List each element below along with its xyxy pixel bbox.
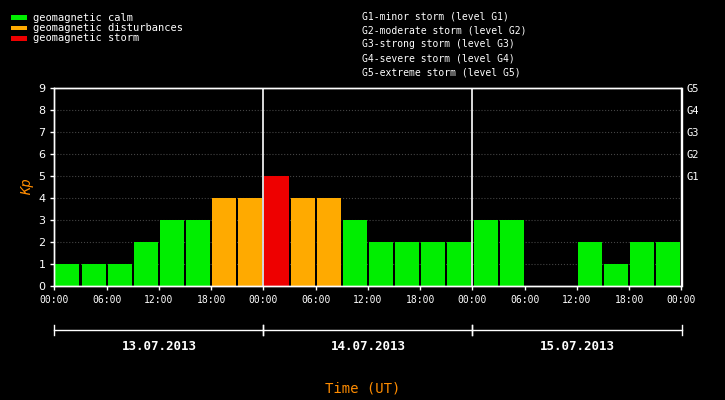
Text: G4-severe storm (level G4): G4-severe storm (level G4) bbox=[362, 53, 515, 63]
Bar bbox=[186, 220, 210, 286]
Bar bbox=[473, 220, 497, 286]
Bar bbox=[11, 26, 27, 30]
Text: G2-moderate storm (level G2): G2-moderate storm (level G2) bbox=[362, 25, 527, 35]
Bar bbox=[343, 220, 367, 286]
Bar bbox=[604, 264, 628, 286]
Text: geomagnetic calm: geomagnetic calm bbox=[33, 13, 133, 22]
Text: Time (UT): Time (UT) bbox=[325, 382, 400, 396]
Bar bbox=[630, 242, 655, 286]
Bar bbox=[291, 198, 315, 286]
Text: G1-minor storm (level G1): G1-minor storm (level G1) bbox=[362, 11, 510, 21]
Bar bbox=[656, 242, 681, 286]
Text: 15.07.2013: 15.07.2013 bbox=[539, 340, 615, 353]
Bar bbox=[317, 198, 341, 286]
Bar bbox=[500, 220, 523, 286]
Text: geomagnetic storm: geomagnetic storm bbox=[33, 33, 139, 43]
Bar bbox=[578, 242, 602, 286]
Y-axis label: Kp: Kp bbox=[20, 179, 34, 195]
Bar bbox=[55, 264, 80, 286]
Bar bbox=[447, 242, 471, 286]
Bar bbox=[369, 242, 393, 286]
Text: 14.07.2013: 14.07.2013 bbox=[331, 340, 405, 353]
Bar bbox=[11, 16, 27, 20]
Bar bbox=[212, 198, 236, 286]
Bar bbox=[395, 242, 419, 286]
Bar bbox=[239, 198, 262, 286]
Bar bbox=[11, 36, 27, 41]
Text: geomagnetic disturbances: geomagnetic disturbances bbox=[33, 23, 183, 33]
Text: 13.07.2013: 13.07.2013 bbox=[121, 340, 196, 353]
Text: G5-extreme storm (level G5): G5-extreme storm (level G5) bbox=[362, 67, 521, 77]
Bar bbox=[108, 264, 132, 286]
Bar bbox=[265, 176, 289, 286]
Bar bbox=[160, 220, 184, 286]
Bar bbox=[421, 242, 445, 286]
Bar bbox=[134, 242, 158, 286]
Text: G3-strong storm (level G3): G3-strong storm (level G3) bbox=[362, 39, 515, 49]
Bar bbox=[81, 264, 106, 286]
